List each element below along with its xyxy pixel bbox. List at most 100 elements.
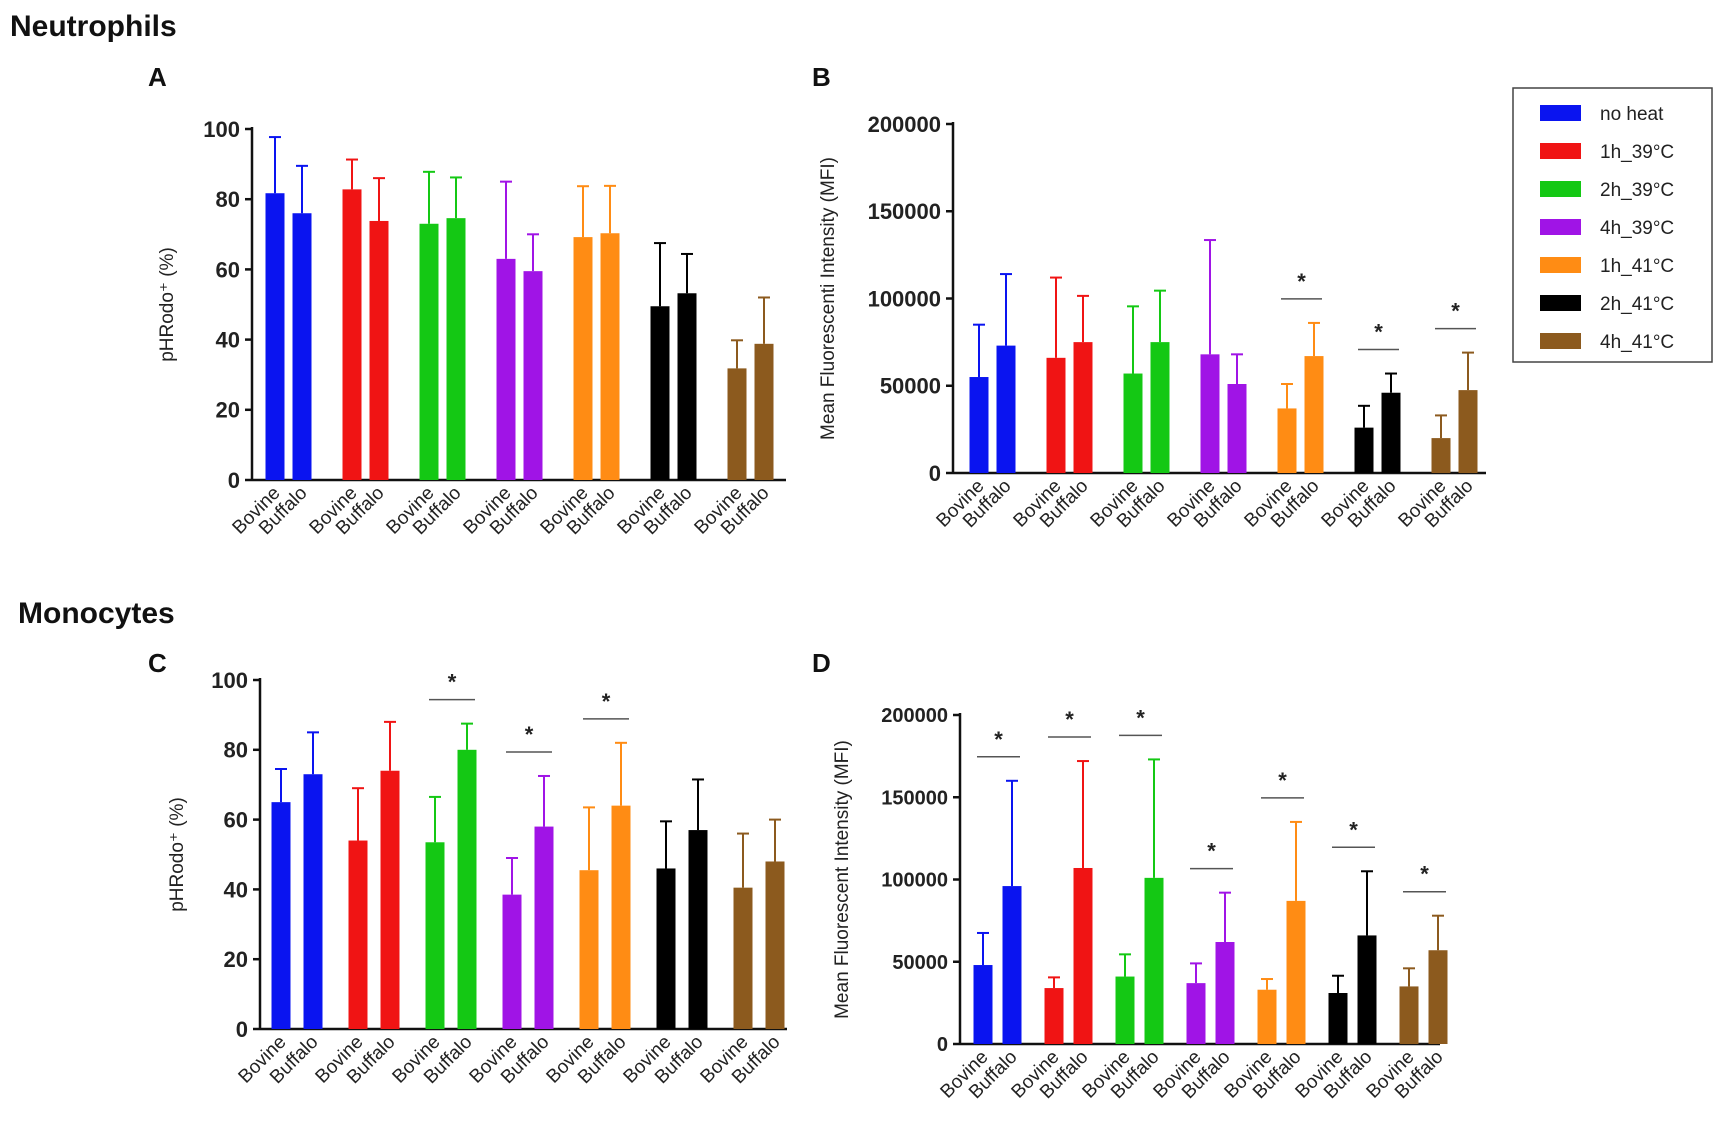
legend: no heat 1h_39°C 2h_39°C 4h_39°C 1h_41°C 2h_41… <box>1512 87 1713 363</box>
bar <box>502 894 522 1029</box>
chart-b: B Mean Fluorescenti Intensity (MFI) 0 50000… <box>812 62 1486 532</box>
legend-label: 4h_39°C <box>1600 218 1674 239</box>
legend-label: 2h_39°C <box>1600 180 1674 201</box>
y-tick-label: 60 <box>216 257 240 282</box>
y-tick-label: 80 <box>224 738 248 763</box>
bar <box>754 343 774 480</box>
bar <box>1328 993 1348 1044</box>
bar <box>973 965 993 1044</box>
significance-star: * <box>525 722 534 747</box>
bar <box>1286 900 1306 1044</box>
panel-letter: C <box>148 648 167 678</box>
bar <box>303 774 323 1029</box>
y-tick-label: 20 <box>216 398 240 423</box>
significance-star: * <box>994 727 1003 752</box>
bar <box>419 223 439 480</box>
bar <box>348 840 368 1029</box>
bar <box>1257 989 1277 1044</box>
bar <box>600 233 620 480</box>
panel-letter: A <box>148 62 167 92</box>
y-tick-label: 0 <box>937 1034 948 1056</box>
bar <box>677 293 697 480</box>
bar <box>342 189 362 480</box>
bar <box>457 749 477 1029</box>
y-tick-label: 50000 <box>880 374 941 399</box>
bar <box>1431 438 1451 473</box>
significance-star: * <box>1451 299 1460 324</box>
bar <box>579 870 599 1029</box>
bar <box>1200 354 1220 473</box>
y-axis-label: Mean Fluorescenti Intensity (MFI) <box>818 157 839 440</box>
chart-d: D Mean Fluorescent Intensity (MFI) 0 50000 1… <box>812 648 1448 1103</box>
y-tick-label: 20 <box>224 947 248 972</box>
significance-star: * <box>1297 269 1306 294</box>
significance-star: * <box>1374 320 1383 345</box>
significance-star: * <box>1420 862 1429 887</box>
y-axis-label: Mean Fluorescent Intensity (MFI) <box>832 740 853 1019</box>
y-tick-label: 100000 <box>881 870 948 892</box>
bar <box>765 861 785 1029</box>
y-tick-label: 40 <box>224 877 248 902</box>
bar <box>656 868 676 1029</box>
section-title-neutrophils: Neutrophils <box>10 10 177 43</box>
bar <box>496 258 516 480</box>
y-axis-label: pHRodo⁺ (%) <box>157 247 178 362</box>
legend-swatch <box>1540 257 1581 273</box>
legend-swatch <box>1540 143 1581 159</box>
legend-swatch <box>1540 295 1581 311</box>
bar <box>369 220 389 480</box>
section-title-monocytes: Monocytes <box>18 597 175 630</box>
bar <box>1277 408 1297 473</box>
y-tick-label: 60 <box>224 808 248 833</box>
bar <box>733 887 753 1029</box>
legend-swatch <box>1540 181 1581 197</box>
bar <box>1186 983 1206 1044</box>
bar <box>1150 342 1170 473</box>
legend-label: 1h_39°C <box>1600 142 1674 163</box>
bar <box>1115 976 1135 1044</box>
significance-star: * <box>1207 839 1216 864</box>
bar <box>1073 867 1093 1044</box>
bar <box>1227 384 1247 473</box>
y-tick-label: 0 <box>228 468 240 493</box>
legend-swatch <box>1540 333 1581 349</box>
y-axis-label: pHRodo⁺ (%) <box>167 797 188 912</box>
significance-star: * <box>602 689 611 714</box>
bar <box>611 805 631 1029</box>
bar <box>380 770 400 1029</box>
y-tick-label: 0 <box>236 1017 248 1042</box>
bar <box>1428 950 1448 1044</box>
significance-star: * <box>1136 705 1145 730</box>
legend-label: 4h_41°C <box>1600 332 1674 353</box>
bar <box>1354 427 1374 473</box>
y-tick-label: 50000 <box>892 952 948 974</box>
y-tick-label: 150000 <box>868 199 941 224</box>
y-tick-label: 80 <box>216 187 240 212</box>
bar <box>650 306 670 480</box>
bar <box>1458 390 1478 473</box>
bar <box>969 377 989 473</box>
significance-star: * <box>1065 707 1074 732</box>
bar <box>534 826 554 1029</box>
bar <box>1381 392 1401 473</box>
y-tick-label: 100 <box>203 117 240 142</box>
bar <box>727 368 747 480</box>
